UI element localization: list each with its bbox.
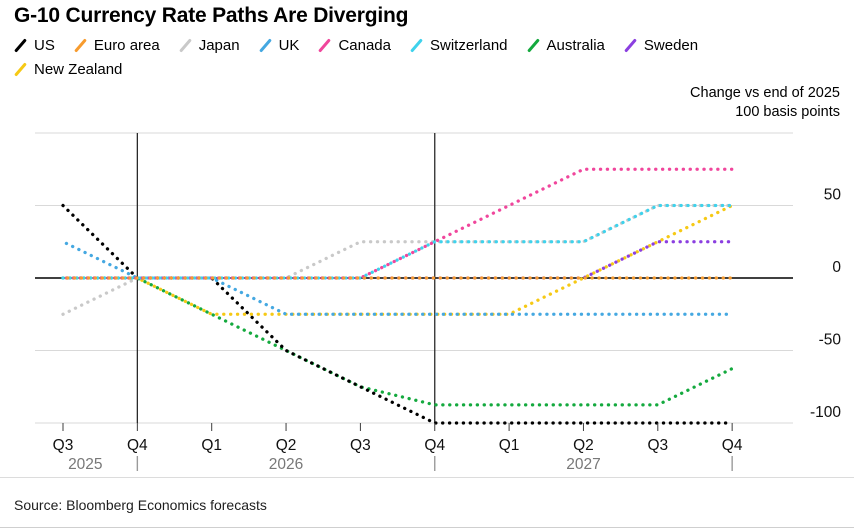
legend-item-uk: UK bbox=[259, 36, 300, 55]
legend-label: New Zealand bbox=[34, 61, 123, 78]
x-axis-label: Q4 bbox=[127, 437, 148, 454]
legend-label: Switzerland bbox=[429, 37, 508, 54]
legend-item-euro-area: Euro area bbox=[74, 36, 160, 55]
new-zealand-line-swatch-icon bbox=[14, 63, 27, 76]
bottom-divider-line bbox=[0, 527, 854, 528]
legend-label: Canada bbox=[338, 37, 391, 54]
year-label-2026: 2026 bbox=[269, 456, 303, 473]
annotation-line-2: 100 basis points bbox=[735, 104, 840, 120]
source-note: Source: Bloomberg Economics forecasts bbox=[14, 497, 267, 513]
series-line-us bbox=[61, 203, 734, 425]
sweden-line-swatch-icon bbox=[624, 39, 637, 52]
series-line-australia bbox=[61, 276, 734, 407]
y-axis-label--50: -50 bbox=[819, 332, 842, 349]
series-line-japan bbox=[61, 203, 734, 316]
chart-legend: US Euro area Japan UK Canada Switzerland Austr… bbox=[14, 36, 738, 79]
japan-line-swatch-icon bbox=[179, 39, 192, 52]
legend-item-us: US bbox=[14, 36, 55, 55]
legend-label: UK bbox=[278, 37, 300, 54]
x-axis-label: Q1 bbox=[201, 437, 222, 454]
series-line-switzerland bbox=[61, 203, 734, 280]
x-axis-label: Q3 bbox=[53, 437, 74, 454]
x-axis-label: Q4 bbox=[722, 437, 743, 454]
legend-item-new-zealand: New Zealand bbox=[14, 60, 122, 79]
y-axis-label-50: 50 bbox=[824, 187, 842, 204]
legend-label: Sweden bbox=[643, 37, 699, 54]
legend-label: Euro area bbox=[93, 37, 160, 54]
switzerland-line-swatch-icon bbox=[410, 39, 423, 52]
legend-item-japan: Japan bbox=[179, 36, 240, 55]
legend-label: Japan bbox=[198, 37, 240, 54]
australia-line-swatch-icon bbox=[527, 39, 539, 52]
rate-paths-line-chart: 50 0 -50 -100 Q3 Q4 Q1 Q2 Q3 Q4 Q1 Q2 Q3 Q4 2025 2026 20… bbox=[35, 132, 842, 473]
x-axis-label: Q3 bbox=[647, 437, 668, 454]
legend-item-australia: Australia bbox=[527, 36, 605, 55]
source-divider-line bbox=[0, 477, 854, 478]
year-label-2025: 2025 bbox=[68, 456, 102, 473]
legend-item-switzerland: Switzerland bbox=[410, 36, 508, 55]
year-label-2027: 2027 bbox=[566, 456, 600, 473]
canada-line-swatch-icon bbox=[319, 39, 331, 52]
axis-unit-annotation: Change vs end of 2025 100 basis points bbox=[690, 84, 840, 122]
y-axis-label--100: -100 bbox=[810, 404, 841, 421]
annotation-line-1: Change vs end of 2025 bbox=[690, 85, 840, 101]
series-line-canada bbox=[61, 167, 734, 280]
x-axis-label: Q2 bbox=[276, 437, 297, 454]
legend-item-sweden: Sweden bbox=[624, 36, 698, 55]
x-axis-label: Q4 bbox=[424, 437, 445, 454]
euro-area-line-swatch-icon bbox=[74, 39, 87, 52]
x-axis-label: Q1 bbox=[499, 437, 520, 454]
x-axis-label: Q2 bbox=[573, 437, 594, 454]
us-line-swatch-icon bbox=[14, 39, 27, 52]
uk-line-swatch-icon bbox=[259, 39, 271, 52]
legend-label: Australia bbox=[546, 37, 605, 54]
legend-item-canada: Canada bbox=[318, 36, 391, 55]
x-axis-label: Q3 bbox=[350, 437, 371, 454]
series-line-new-zealand bbox=[61, 203, 734, 316]
page-title: G-10 Currency Rate Paths Are Diverging bbox=[14, 4, 409, 27]
y-axis-label-0: 0 bbox=[832, 259, 841, 276]
legend-label: US bbox=[34, 37, 55, 54]
